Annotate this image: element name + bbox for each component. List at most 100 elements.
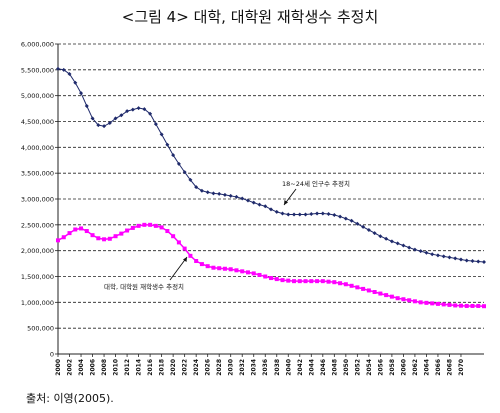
data-point-population [332, 213, 337, 218]
data-point-enrollment [338, 281, 343, 286]
x-tick-label: 2032 [239, 359, 246, 376]
data-point-population [153, 122, 158, 127]
data-point-population [384, 236, 389, 241]
data-point-enrollment [153, 223, 158, 228]
x-tick-label: 2018 [159, 359, 166, 376]
grid-lines [58, 43, 484, 329]
data-point-population [389, 239, 394, 244]
x-tick-label: 2016 [147, 359, 154, 376]
data-point-enrollment [274, 277, 279, 282]
y-tick-label: 1,500,000 [21, 273, 54, 281]
data-point-population [142, 107, 147, 112]
data-point-enrollment [309, 279, 314, 284]
x-tick-label: 2062 [412, 359, 419, 376]
data-point-enrollment [125, 228, 130, 233]
data-point-population [326, 211, 331, 216]
data-point-enrollment [67, 231, 72, 236]
axes [57, 44, 484, 355]
data-point-enrollment [211, 265, 216, 270]
data-point-enrollment [251, 271, 256, 276]
data-point-enrollment [418, 300, 423, 305]
x-tick-label: 2040 [285, 359, 292, 376]
data-point-enrollment [343, 282, 348, 287]
y-tick-label: 3,000,000 [21, 196, 54, 204]
data-point-population [269, 207, 273, 212]
x-tick-label: 2058 [389, 359, 396, 376]
data-point-enrollment [205, 264, 210, 269]
annotation-arrowhead-population [284, 200, 288, 205]
x-tick-label: 2068 [446, 359, 453, 376]
data-point-population [395, 241, 400, 246]
data-point-enrollment [90, 233, 95, 238]
x-tick-label: 2000 [55, 359, 62, 376]
data-point-population [372, 231, 377, 236]
x-tick-label: 2008 [101, 359, 108, 376]
x-tick-label: 2052 [354, 359, 361, 376]
data-point-population [136, 106, 141, 111]
data-point-enrollment [430, 301, 435, 306]
data-point-enrollment [142, 222, 147, 227]
data-point-enrollment [165, 229, 170, 234]
data-point-population [130, 107, 135, 112]
data-point-enrollment [470, 303, 475, 308]
data-point-population [424, 250, 429, 255]
data-point-population [107, 121, 112, 126]
series-line-enrollment [57, 224, 485, 307]
data-point-population [482, 260, 486, 265]
data-point-enrollment [447, 302, 452, 307]
data-point-enrollment [257, 272, 262, 277]
data-point-enrollment [286, 278, 291, 283]
data-point-population [205, 190, 210, 195]
data-point-population [171, 153, 176, 158]
data-point-enrollment [292, 279, 297, 284]
data-point-population [286, 212, 291, 217]
data-point-population [79, 91, 84, 96]
data-point-population [73, 80, 78, 85]
data-point-enrollment [171, 234, 176, 239]
data-point-enrollment [56, 238, 60, 243]
x-tick-label: 2004 [78, 359, 85, 376]
data-point-enrollment [130, 225, 135, 230]
data-point-population [401, 243, 406, 248]
x-tick-label: 2006 [90, 359, 97, 376]
data-point-enrollment [176, 240, 181, 245]
data-point-enrollment [297, 279, 302, 284]
data-point-population [430, 252, 435, 257]
data-point-enrollment [188, 253, 193, 258]
data-point-enrollment [482, 304, 486, 309]
data-point-enrollment [435, 301, 440, 306]
data-point-population [464, 258, 469, 263]
data-point-population [458, 257, 463, 262]
data-point-population [165, 142, 170, 147]
data-point-enrollment [107, 236, 112, 241]
data-point-enrollment [361, 286, 366, 291]
data-point-enrollment [119, 231, 124, 236]
data-point-population [309, 211, 314, 216]
data-point-enrollment [102, 237, 107, 242]
y-tick-label: 5,500,000 [21, 66, 54, 74]
x-tick-label: 2066 [435, 359, 442, 376]
data-point-population [148, 111, 153, 116]
data-point-enrollment [303, 279, 308, 284]
data-point-population [343, 216, 348, 221]
x-tick-label: 2064 [423, 359, 430, 376]
x-tick-label: 2038 [274, 359, 281, 376]
y-tick-label: 2,500,000 [21, 221, 54, 229]
x-tick-label: 2034 [251, 359, 258, 376]
data-point-enrollment [395, 296, 400, 301]
data-point-enrollment [401, 297, 406, 302]
data-point-enrollment [148, 222, 153, 227]
data-point-enrollment [194, 259, 199, 263]
data-point-population [303, 212, 308, 217]
x-tick-label: 2044 [308, 359, 315, 376]
data-point-enrollment [113, 234, 118, 239]
data-point-population [292, 212, 297, 217]
y-tick-label: 500,000 [27, 325, 54, 333]
data-point-enrollment [320, 279, 325, 284]
data-point-population [407, 245, 412, 250]
y-axis-ticks: 0 500,000 1,000,000 1,500,000 2,000,000 2,500… [21, 41, 58, 359]
data-point-enrollment [217, 266, 222, 271]
data-point-population [102, 124, 107, 129]
x-tick-label: 2010 [113, 359, 120, 376]
